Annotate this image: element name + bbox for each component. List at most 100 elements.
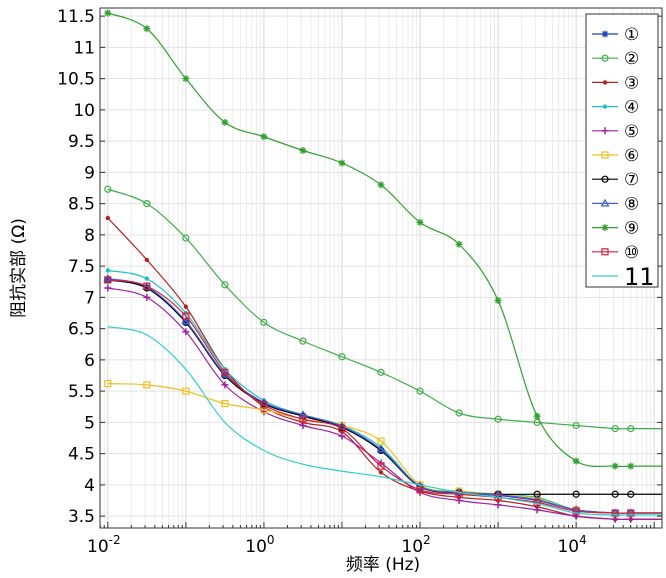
legend-item: 11 [592, 263, 655, 291]
data-point [143, 282, 151, 290]
data-point [533, 506, 541, 514]
series-line [107, 279, 662, 495]
data-point [260, 133, 268, 141]
x-tick-label: 102 [401, 533, 430, 557]
y-tick-label: 3.5 [68, 507, 95, 527]
data-point [182, 75, 190, 83]
data-point [298, 410, 308, 418]
data-point [627, 462, 635, 470]
legend-label: ⑥ [624, 146, 639, 166]
data-point [611, 462, 619, 470]
x-tick-exponent: 4 [579, 533, 587, 547]
data-point [181, 316, 191, 325]
legend-label: ⑦ [624, 170, 639, 190]
y-tick-label: 8.5 [68, 195, 95, 215]
legend-item: ① [592, 25, 639, 45]
x-axis-label: 频率 (Hz) [346, 555, 420, 575]
legend-label: ④ [624, 98, 639, 118]
data-point [221, 400, 229, 408]
data-point [572, 507, 580, 515]
legend-item: ⑥ [592, 146, 639, 166]
data-point [221, 118, 229, 126]
data-point [572, 421, 580, 430]
data-point [601, 224, 609, 232]
data-point [182, 234, 190, 242]
y-tick-label: 6 [84, 351, 95, 371]
legend-label: ① [624, 25, 639, 45]
series-line [107, 12, 662, 468]
legend-item: ④ [592, 98, 639, 118]
data-point [494, 501, 502, 509]
data-point [377, 368, 385, 376]
data-point [571, 505, 581, 513]
data-point [416, 486, 424, 494]
data-point [104, 9, 112, 17]
data-point [377, 462, 385, 470]
data-point [376, 444, 386, 453]
y-tick-label: 10.5 [57, 70, 95, 90]
y-tick-label: 10 [73, 101, 95, 121]
legend-item: ⑨ [592, 219, 639, 239]
data-point [182, 387, 190, 395]
data-point [221, 381, 229, 389]
x-tick-base: 10 [245, 537, 267, 557]
data-point [338, 353, 346, 361]
data-point [601, 175, 609, 183]
y-tick-label: 5 [84, 413, 95, 433]
legend-item: ⑤ [592, 122, 639, 142]
data-point [143, 25, 151, 33]
data-point [611, 425, 619, 433]
data-point [601, 30, 609, 38]
data-point [601, 127, 609, 135]
data-point [416, 387, 424, 395]
data-point [611, 490, 619, 498]
legend-label: ⑧ [624, 194, 639, 214]
x-tick-base: 10 [401, 537, 423, 557]
data-point [338, 159, 346, 167]
legend-label: ② [624, 49, 639, 69]
legend-label: 11 [624, 263, 655, 291]
data-point [455, 497, 463, 504]
data-point [533, 497, 541, 504]
series-5 [104, 284, 662, 523]
series-3 [105, 215, 662, 522]
data-point [260, 318, 268, 326]
y-tick-label: 6.5 [68, 320, 95, 340]
data-point [104, 284, 112, 292]
legend-item: ③ [592, 73, 639, 93]
data-point [144, 257, 150, 263]
data-point [455, 490, 463, 498]
data-point [455, 240, 463, 248]
y-tick-label: 7.5 [68, 257, 95, 277]
data-point [104, 185, 112, 193]
series-line [107, 217, 662, 521]
y-tick-label: 4 [84, 476, 95, 496]
data-point [338, 432, 346, 440]
data-point [602, 104, 608, 109]
data-point [533, 412, 541, 420]
data-point [221, 281, 229, 289]
data-point [260, 401, 268, 409]
data-point [601, 248, 609, 256]
series-10 [104, 276, 662, 517]
data-point [104, 380, 112, 388]
data-point [611, 509, 619, 517]
y-tick-label: 11.5 [57, 7, 95, 27]
data-point [104, 276, 112, 284]
series-8 [103, 273, 662, 517]
series-line [107, 326, 662, 516]
data-point [182, 328, 190, 336]
data-point [338, 425, 346, 433]
y-tick-label: 8 [84, 226, 95, 246]
data-point [221, 368, 229, 376]
axis-ticks: 3.5 4 4.5 5 5.5 6 6.5 7 7.5 8 8.5 9 9.5 10 10.5 11 11.5 1… [57, 7, 662, 557]
data-point [143, 293, 151, 301]
data-point [105, 268, 111, 273]
data-point [572, 457, 580, 465]
series-line [107, 188, 662, 430]
data-point [601, 54, 609, 62]
data-point [299, 337, 307, 345]
data-point [601, 151, 609, 159]
